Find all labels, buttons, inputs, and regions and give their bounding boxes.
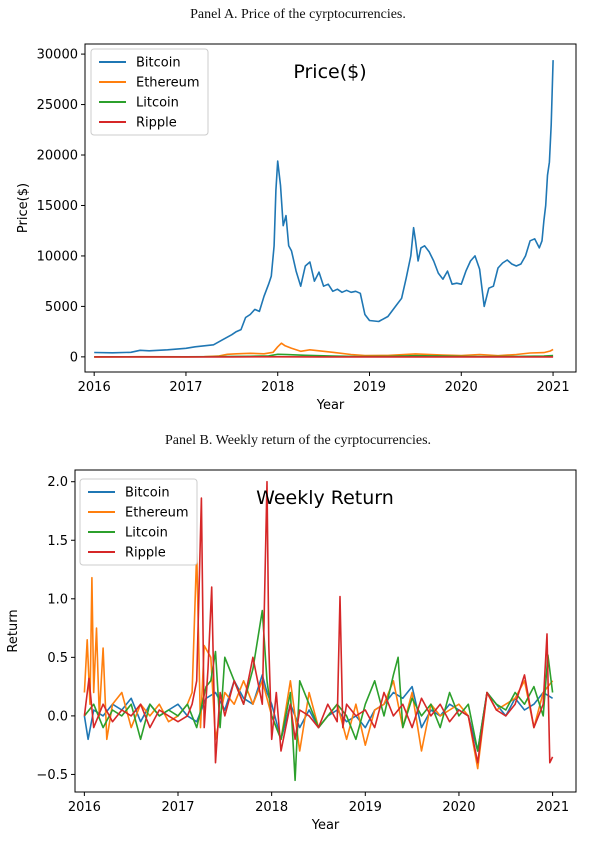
x-tick-label: 2021 <box>536 800 569 815</box>
x-tick-label: 2020 <box>442 800 475 815</box>
x-tick-label: 2018 <box>255 800 288 815</box>
x-axis-label: Year <box>316 398 345 413</box>
x-axis-label: Year <box>311 818 340 833</box>
panel-b-caption: Panel B. Weekly return of the cyrptocurr… <box>164 433 432 448</box>
y-tick-label: 20000 <box>37 149 78 164</box>
y-tick-label: 0 <box>70 350 78 365</box>
chart-title: Weekly Return <box>256 487 394 509</box>
legend-label-litcoin: Litcoin <box>125 526 168 541</box>
x-tick-label: 2017 <box>169 380 202 395</box>
legend-box <box>90 48 209 136</box>
y-tick-label: 0.0 <box>47 709 68 724</box>
y-tick-label: 25000 <box>37 98 78 113</box>
y-tick-label: 5000 <box>45 300 78 315</box>
x-tick-label: 2020 <box>445 380 478 395</box>
y-axis-label: Return <box>6 609 21 652</box>
legend-label-bitcoin: Bitcoin <box>125 486 170 501</box>
series-line-ripple <box>83 480 554 764</box>
legend-box <box>79 478 198 566</box>
legend: Bitcoin Ethereum Litcoin Ripple <box>79 478 198 566</box>
x-tick-label: 2019 <box>349 800 382 815</box>
x-tick-label: 2016 <box>78 380 111 395</box>
x-tick-label: 2017 <box>161 800 194 815</box>
legend-label-bitcoin: Bitcoin <box>136 56 181 71</box>
y-tick-label: 1.0 <box>47 592 68 607</box>
legend: Bitcoin Ethereum Litcoin Ripple <box>90 48 209 136</box>
y-tick-label: 10000 <box>37 249 78 264</box>
legend-label-ripple: Ripple <box>125 546 166 561</box>
y-tick-label: −0.5 <box>36 768 68 783</box>
chart-title: Price($) <box>293 61 366 83</box>
price-chart: 2016 2017 2018 2019 2020 2021 0 5000 10000 15000 2… <box>16 43 577 413</box>
plot-frame <box>74 469 577 793</box>
y-tick-label: 0.5 <box>47 651 68 666</box>
y-tick-label: 15000 <box>37 199 78 214</box>
series-group <box>94 60 554 358</box>
x-tick-label: 2018 <box>261 380 294 395</box>
series-line-litcoin <box>83 609 554 782</box>
x-tick-label: 2016 <box>68 800 101 815</box>
plot-frame <box>84 43 577 373</box>
x-tick-label: 2021 <box>537 380 570 395</box>
legend-label-ethereum: Ethereum <box>125 506 189 521</box>
series-line-bitcoin <box>94 60 554 354</box>
y-axis-label: Price($) <box>16 183 31 233</box>
legend-label-litcoin: Litcoin <box>136 96 179 111</box>
series-line-ethereum <box>83 551 554 770</box>
legend-label-ethereum: Ethereum <box>136 76 200 91</box>
y-tick-label: 30000 <box>37 48 78 63</box>
y-tick-label: 1.5 <box>47 534 68 549</box>
y-tick-label: 2.0 <box>47 475 68 490</box>
series-group <box>83 480 554 782</box>
weekly-return-chart: 2016 2017 2018 2019 2020 2021 −0.5 0.0 0.5 1.0 1.5… <box>6 469 577 833</box>
series-line-bitcoin <box>83 674 554 752</box>
legend-label-ripple: Ripple <box>136 116 177 131</box>
x-tick-label: 2019 <box>353 380 386 395</box>
panel-a-caption: Panel A. Price of the cyrptocurrencies. <box>190 7 406 22</box>
